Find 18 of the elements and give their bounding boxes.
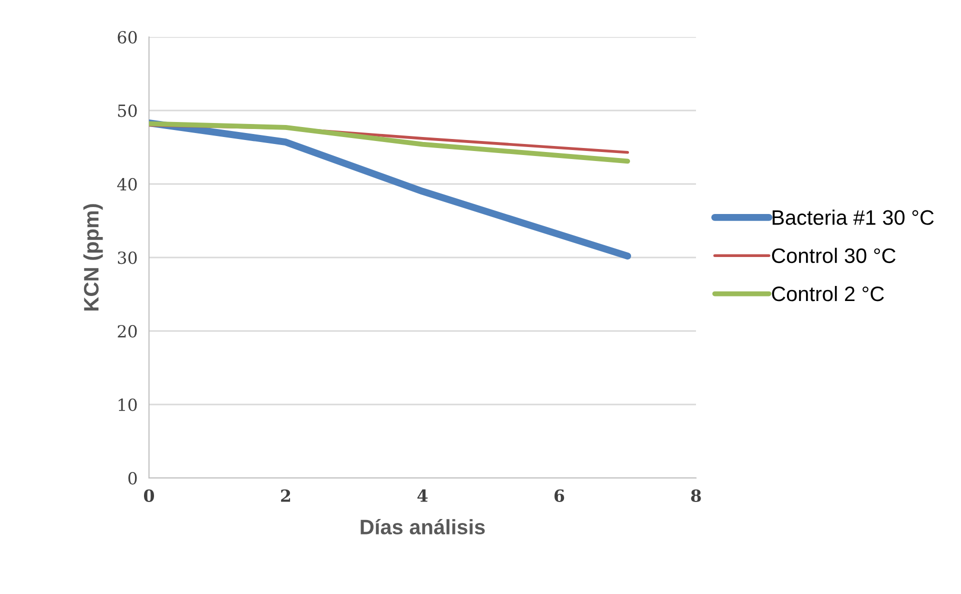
x-tick-label: 4 <box>417 489 428 502</box>
y-tick-label: 10 <box>118 398 137 412</box>
legend-label: Bacteria #1 30 °C <box>772 210 934 225</box>
y-tick-label: 0 <box>128 472 137 485</box>
y-tick-label: 40 <box>117 178 137 191</box>
x-tick-label: 8 <box>691 489 701 502</box>
line-series <box>149 121 630 164</box>
x-tick-label: 2 <box>281 489 290 502</box>
x-tick-label: 6 <box>554 489 564 502</box>
y-tick-label: 30 <box>118 251 137 264</box>
y-tick-label: 50 <box>118 104 137 118</box>
y-tick-label: 60 <box>118 30 137 44</box>
y-axis-title: KCN (ppm) <box>83 204 103 310</box>
legend-label: Control 2 °C <box>772 286 884 302</box>
y-tick-label: 20 <box>118 324 137 338</box>
x-axis-title: Días análisis <box>360 518 485 534</box>
legend-label: Control 30 °C <box>772 248 896 264</box>
x-tick-label: 0 <box>144 489 154 502</box>
